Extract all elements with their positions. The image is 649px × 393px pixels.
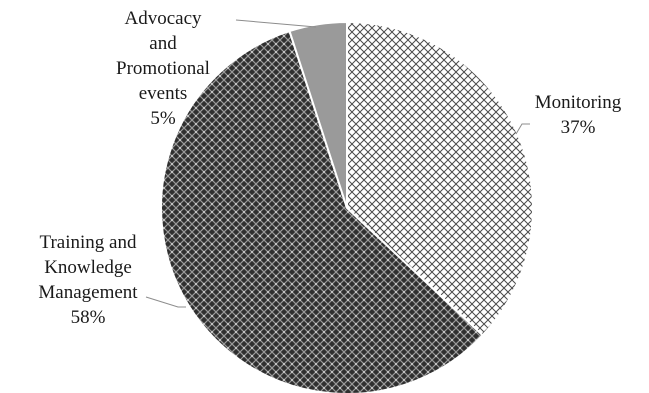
slice-label-training-line-3: Management bbox=[38, 282, 138, 303]
slice-label-monitoring: Monitoring 37% bbox=[515, 92, 622, 138]
slice-label-training-value: 58% bbox=[71, 307, 106, 328]
pie-slice-advocacy bbox=[288, 20, 348, 209]
slice-label-training: Training and Knowledge Management 58% bbox=[38, 232, 186, 328]
slice-label-training-line-2: Knowledge bbox=[44, 257, 132, 278]
slice-label-monitoring-value: 37% bbox=[561, 117, 596, 138]
leader-line-training bbox=[145, 296, 186, 308]
slice-label-advocacy-line-3: Promotional bbox=[116, 58, 210, 79]
slice-label-advocacy-line-1: Advocacy bbox=[124, 8, 202, 29]
pie-slice-monitoring bbox=[346, 20, 534, 337]
leader-line-advocacy bbox=[235, 19, 317, 28]
pie-slices bbox=[160, 20, 534, 393]
pie-slice-training bbox=[160, 29, 485, 393]
pie-labels: Monitoring 37% Training and Knowledge Ma… bbox=[38, 8, 621, 328]
leader-line-monitoring bbox=[515, 123, 530, 135]
slice-label-advocacy-value: 5% bbox=[150, 108, 176, 129]
slice-label-advocacy: Advocacy and Promotional events 5% bbox=[116, 8, 317, 129]
slice-label-advocacy-line-4: events bbox=[139, 83, 188, 104]
slice-label-training-line-1: Training and bbox=[40, 232, 137, 253]
slice-label-advocacy-line-2: and bbox=[149, 33, 177, 54]
slice-label-monitoring-name: Monitoring bbox=[535, 92, 622, 113]
